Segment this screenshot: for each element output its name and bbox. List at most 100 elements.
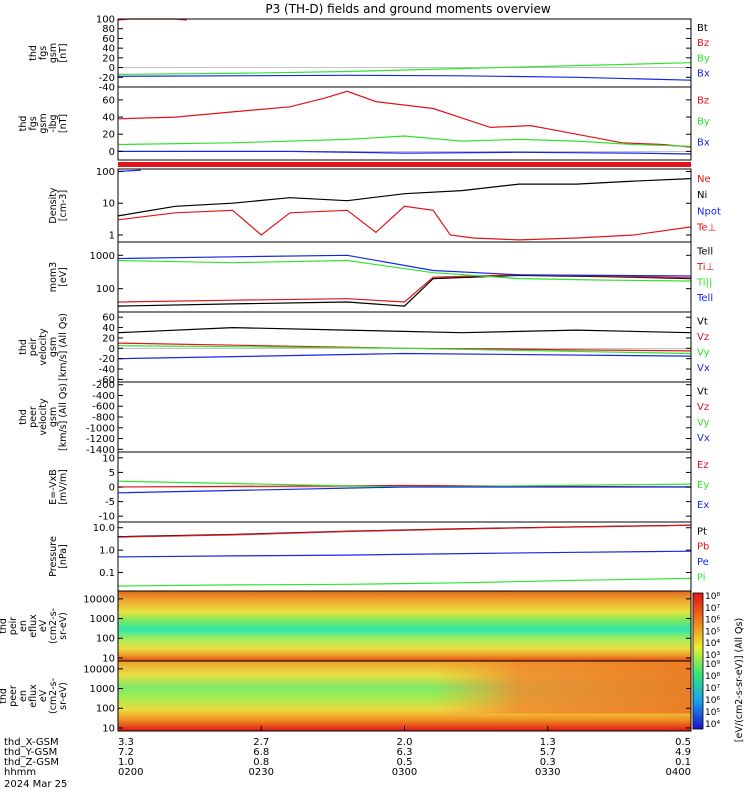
legend-bx: Bx xyxy=(697,68,710,79)
y-tick-label: 1000 xyxy=(90,251,115,262)
y-tick-label: 100 xyxy=(96,15,115,26)
panel-density: 100 10 1 Density[cm-3] Ne Ni Npot Te⊥ xyxy=(48,167,721,243)
y-axis-label: Density[cm-3] xyxy=(48,187,69,223)
legend-vy: Vy xyxy=(697,418,710,429)
y-tick-label: -200 xyxy=(92,380,115,391)
y-tick-label: 20 xyxy=(102,333,115,344)
y-axis-label: thdpeerenefluxeV(cm2-s-sr-eV) xyxy=(0,678,69,714)
y-axis-label-line: velocity xyxy=(38,328,49,366)
series-line-green xyxy=(117,62,692,75)
x-tick-value: 5.7 xyxy=(540,747,556,758)
y-tick-label: -40 xyxy=(99,365,115,376)
y-tick-label: 100 xyxy=(96,167,115,178)
colorbar-gradient xyxy=(692,592,704,730)
y-axis-label-line: thd xyxy=(0,618,9,634)
y-axis-label-line: thd xyxy=(18,116,29,132)
y-tick-label: 80 xyxy=(102,24,115,35)
y-axis-label: Pressure[nPa] xyxy=(48,536,69,577)
colorbar-tick-label: 10⁶ xyxy=(705,696,720,706)
y-axis-label-line: [nT] xyxy=(58,114,69,133)
y-tick-label: -1200 xyxy=(86,434,115,445)
panel-efield: 10 5 0 -5 -10 E=-VxB[mV/m] Ez Ey Ex xyxy=(48,451,709,523)
y-axis-label-line: gsm xyxy=(48,337,59,357)
y-tick-label: -1000 xyxy=(86,423,115,434)
y-axis-label-line: mom3 xyxy=(48,262,59,292)
y-axis-label-line: gsm xyxy=(38,113,49,133)
y-tick-label: -60 xyxy=(99,375,115,386)
y-tick-label: 0.1 xyxy=(99,568,115,579)
legend-vt: Vt xyxy=(697,316,708,327)
y-tick-label: 5 xyxy=(109,468,115,479)
panel-temperature: 1000 100 mom3[eV] Tell Ti⊥ Ti|| Tell xyxy=(48,241,714,313)
y-axis-label-line: eV xyxy=(38,689,49,702)
x-tick-value: 0.3 xyxy=(540,757,556,768)
panel-peer_spectrogram: 10000 1000 100 10 thdpeerenefluxeV(cm2-s-sr-… xyxy=(0,660,692,734)
x-tick-value: 3.3 xyxy=(118,737,134,748)
x-tick-value: 6.3 xyxy=(397,747,413,758)
y-tick-label: 40 xyxy=(102,113,115,124)
legend-tell: Tell xyxy=(696,246,713,257)
y-axis-label-line: Density xyxy=(48,187,59,223)
plot-title: P3 (TH-D) fields and ground moments over… xyxy=(265,2,550,16)
y-axis-label-line: E=-VxB xyxy=(48,469,59,504)
colorbar-tick-label: 10⁹ xyxy=(705,660,720,670)
legend-pb: Pb xyxy=(697,542,709,553)
colorbar-tick-label: 10⁶ xyxy=(705,616,720,626)
y-axis-label: thdpeirenefluxeV(cm2-s-sr-eV) xyxy=(0,608,69,644)
legend-ex: Ex xyxy=(697,500,709,511)
y-axis-label-line: peir xyxy=(8,617,19,636)
series-line-blue xyxy=(117,486,691,494)
legend-tell: Tell xyxy=(696,293,713,304)
y-axis-label-line: [km/s] (All Qs) xyxy=(58,313,69,381)
x-tick-value: 4.9 xyxy=(675,747,691,758)
x-tick-value: 0330 xyxy=(535,767,560,778)
colorbar-tick-label: 10³ xyxy=(705,651,720,661)
x-tick-value: 0.5 xyxy=(675,737,691,748)
y-tick-label: -40 xyxy=(99,83,115,94)
legend-bz: Bz xyxy=(697,96,709,107)
series-line-blue xyxy=(117,74,692,81)
y-axis-label-line: sr-eV) xyxy=(58,682,69,710)
y-axis-label-line: gsm xyxy=(48,407,59,427)
x-row-label: thd_Z-GSM xyxy=(4,757,59,768)
y-tick-label: 60 xyxy=(102,34,115,45)
y-tick-label: 10000 xyxy=(83,664,115,675)
series-line-blue xyxy=(117,550,692,558)
y-axis-label-line: [cm-3] xyxy=(58,190,69,221)
colorbar-tick-label: 10⁴ xyxy=(705,639,720,649)
y-axis-label-line: [eV] xyxy=(58,267,69,287)
panel-frame xyxy=(117,86,692,161)
y-axis-label-line: [nT] xyxy=(58,43,69,62)
y-tick-label: 40 xyxy=(102,44,115,55)
x-tick-value: 1.3 xyxy=(540,737,556,748)
series-line-blue xyxy=(118,150,692,155)
panel-peer_velocity: -200-400-600-800-1000-1200-1400 thdpeerve… xyxy=(18,380,710,456)
y-axis-label: thdpeirvelocitygsm[km/s] (All Qs) xyxy=(18,313,69,381)
legend-ne: Ne xyxy=(697,174,711,185)
y-tick-label: -1400 xyxy=(86,445,115,456)
series-line-green xyxy=(117,135,692,147)
y-axis-label-line: [mV/m] xyxy=(58,469,69,505)
y-axis-label-line: sr-eV) xyxy=(58,612,69,640)
y-axis-label-line: fgs xyxy=(28,116,39,130)
legend-ti⊥: Ti⊥ xyxy=(696,262,714,273)
y-tick-label: 100 xyxy=(96,634,115,645)
y-axis-label-line: (cm2-s- xyxy=(48,678,59,714)
y-axis-label: mom3[eV] xyxy=(48,262,69,292)
y-axis-label-line: thd xyxy=(18,339,29,355)
colorbar-tick-label: 10⁸ xyxy=(705,592,720,602)
legend-vx: Vx xyxy=(697,433,710,444)
legend-vt: Vt xyxy=(697,386,708,397)
y-axis-label: thdfgsgsm-lbg[nT] xyxy=(18,113,69,133)
y-tick-label: 10 xyxy=(102,453,115,464)
y-axis-label-line: en xyxy=(18,690,29,702)
y-axis-label-line: (cm2-s- xyxy=(48,608,59,644)
y-tick-label: 1.0 xyxy=(99,546,115,557)
y-axis-label-line: thd xyxy=(18,409,29,425)
y-axis-label-line: thd xyxy=(0,688,9,704)
y-tick-label: -20 xyxy=(99,73,115,84)
y-tick-label: 0 xyxy=(109,63,115,74)
spectrogram-late-band xyxy=(118,661,691,714)
